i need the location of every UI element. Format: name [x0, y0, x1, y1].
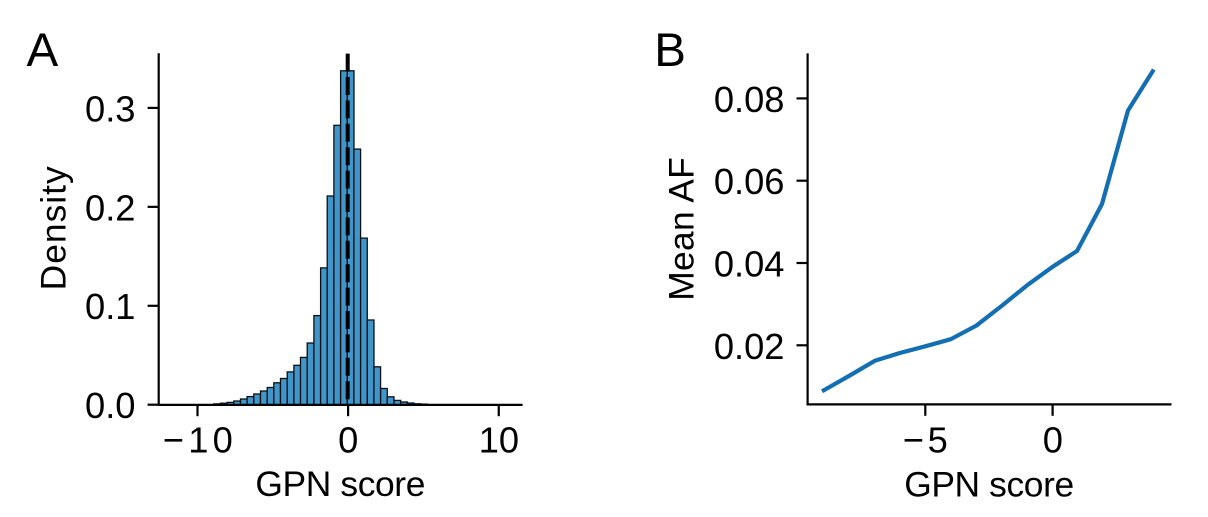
svg-text:GPN score: GPN score: [904, 464, 1074, 504]
svg-text:A: A: [27, 24, 59, 77]
svg-text:Mean AF: Mean AF: [662, 157, 702, 301]
svg-text:GPN score: GPN score: [255, 464, 425, 504]
svg-text:0: 0: [1043, 420, 1063, 461]
svg-text:10: 10: [479, 420, 519, 461]
svg-text:0.02: 0.02: [714, 326, 785, 367]
svg-text:0.06: 0.06: [714, 161, 785, 202]
svg-text:0.2: 0.2: [85, 187, 135, 228]
svg-text:0.04: 0.04: [714, 243, 785, 284]
svg-text:0: 0: [338, 420, 358, 461]
svg-text:0.1: 0.1: [85, 286, 135, 327]
svg-text:0.08: 0.08: [714, 79, 785, 120]
svg-text:−10: −10: [163, 420, 233, 461]
svg-text:0.0: 0.0: [85, 385, 135, 426]
svg-text:0.3: 0.3: [85, 88, 135, 129]
svg-text:B: B: [654, 24, 686, 77]
svg-text:Density: Density: [34, 166, 74, 290]
